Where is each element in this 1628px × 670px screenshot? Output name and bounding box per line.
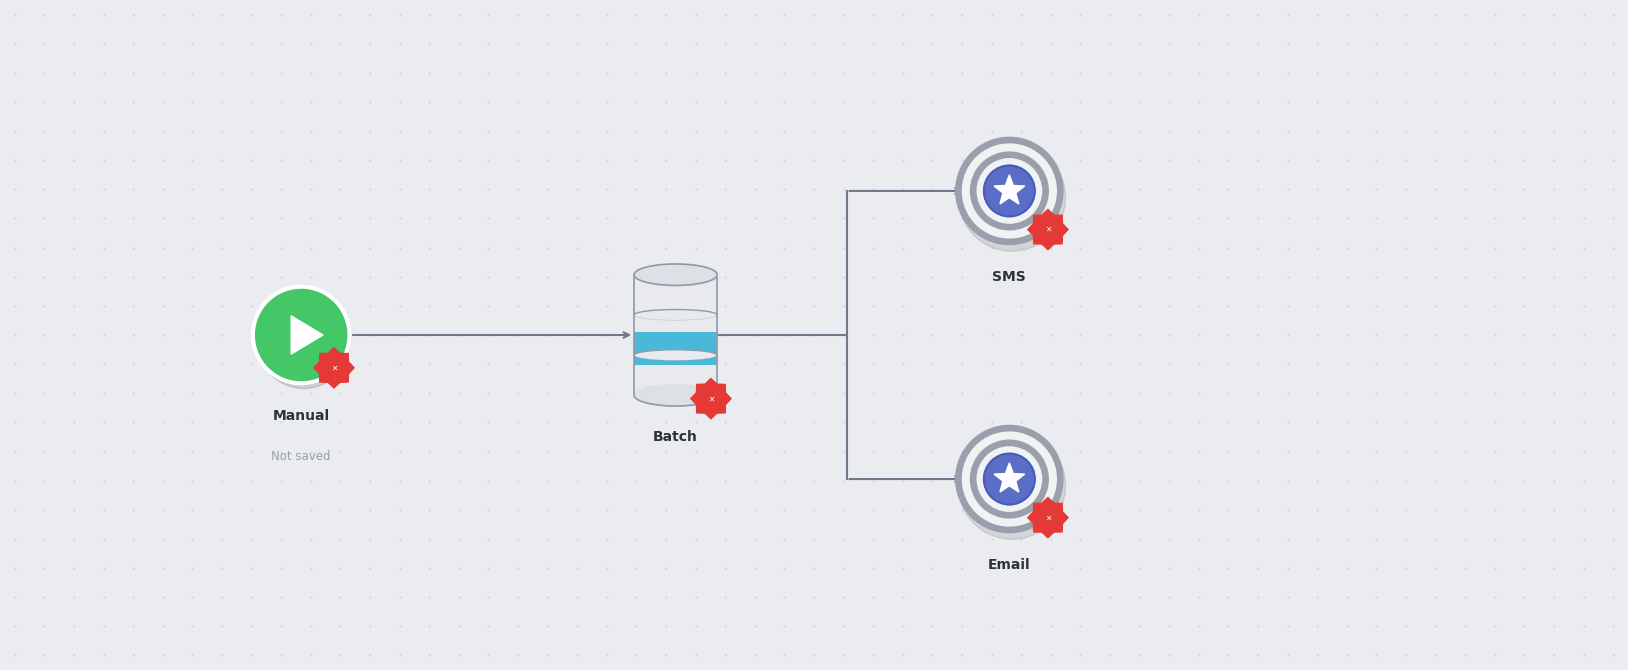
- Polygon shape: [1027, 498, 1068, 538]
- Circle shape: [956, 425, 1063, 533]
- Circle shape: [977, 159, 1042, 223]
- Text: Not saved: Not saved: [272, 450, 330, 463]
- Circle shape: [959, 144, 1066, 251]
- Polygon shape: [314, 348, 353, 388]
- Circle shape: [983, 165, 1035, 216]
- Circle shape: [962, 144, 1057, 238]
- Ellipse shape: [633, 385, 718, 406]
- Polygon shape: [291, 316, 322, 354]
- Text: SMS: SMS: [993, 270, 1026, 284]
- FancyBboxPatch shape: [633, 275, 718, 395]
- Circle shape: [959, 432, 1066, 539]
- Polygon shape: [995, 175, 1024, 204]
- Circle shape: [970, 152, 1048, 230]
- Text: Batch: Batch: [653, 430, 698, 444]
- Text: Manual: Manual: [272, 409, 330, 423]
- Circle shape: [256, 289, 347, 381]
- Ellipse shape: [633, 264, 718, 285]
- Circle shape: [252, 285, 350, 385]
- Circle shape: [956, 137, 1063, 245]
- Text: ✕: ✕: [1045, 513, 1052, 522]
- Circle shape: [983, 454, 1035, 505]
- Text: Email: Email: [988, 558, 1031, 572]
- Circle shape: [259, 297, 350, 389]
- Polygon shape: [995, 463, 1024, 492]
- Polygon shape: [690, 379, 731, 419]
- Text: ✕: ✕: [330, 363, 337, 373]
- Text: ✕: ✕: [708, 394, 715, 403]
- Polygon shape: [1027, 210, 1068, 250]
- Text: ✕: ✕: [1045, 225, 1052, 234]
- Ellipse shape: [633, 310, 718, 320]
- Circle shape: [970, 440, 1048, 518]
- Ellipse shape: [633, 350, 718, 360]
- Circle shape: [962, 432, 1057, 526]
- Circle shape: [977, 447, 1042, 511]
- FancyBboxPatch shape: [633, 332, 718, 365]
